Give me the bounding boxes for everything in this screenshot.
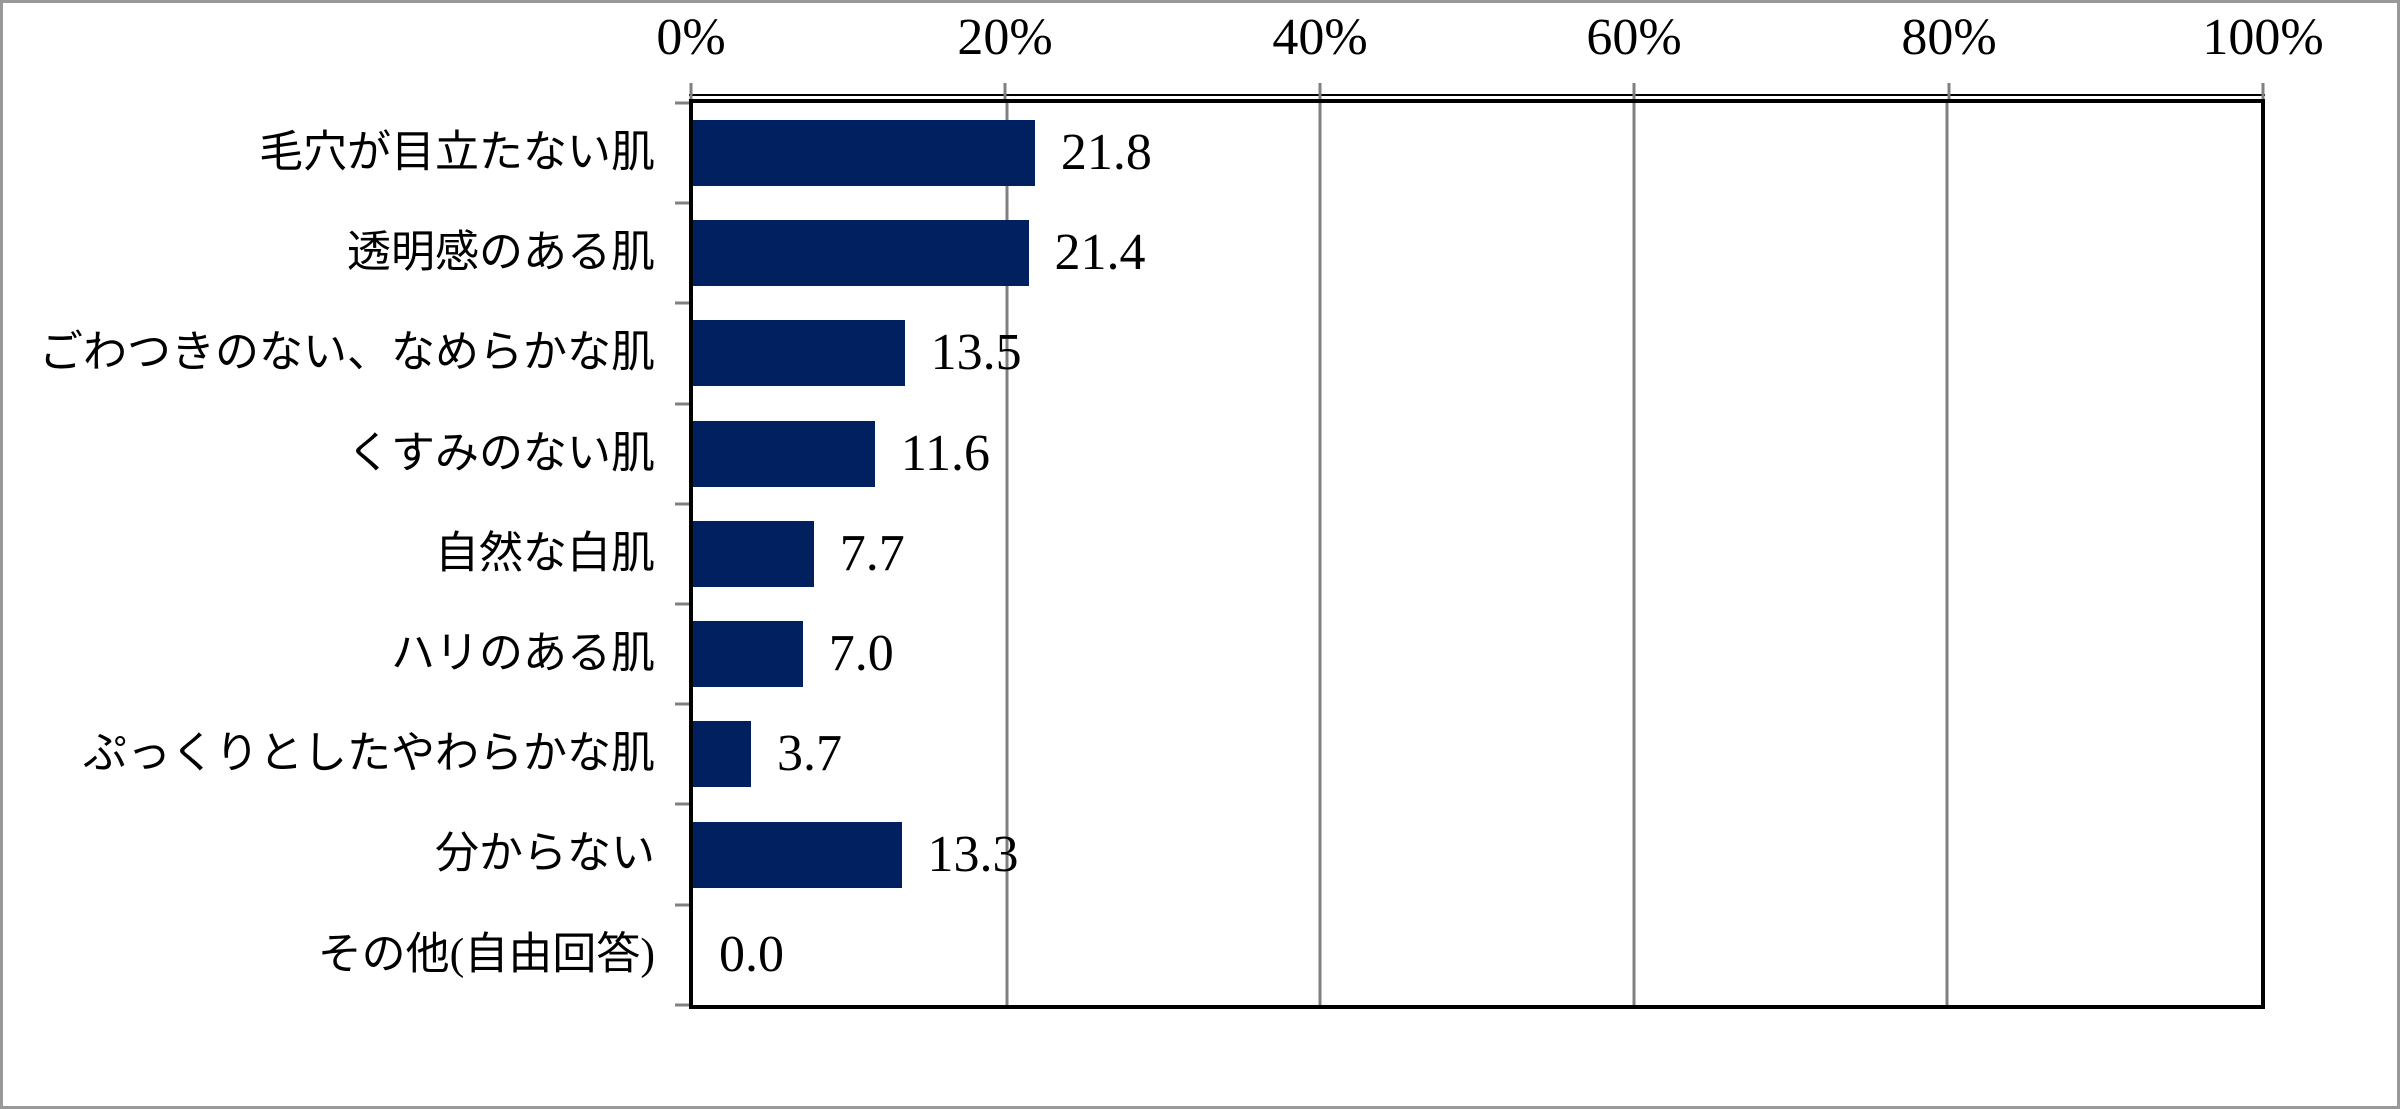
- value-label: 13.3: [927, 826, 1019, 883]
- y-axis-tick: [675, 602, 689, 606]
- bar-row: 21.8: [693, 103, 2261, 203]
- x-axis-tick: [1318, 83, 1322, 100]
- category-label: くすみのない肌: [347, 428, 655, 478]
- category-label: ハリのある肌: [391, 628, 655, 678]
- y-axis-tick: [675, 1003, 689, 1007]
- value-label: 7.0: [828, 625, 894, 682]
- gridline-80: [1945, 103, 1949, 1005]
- plot-inner: 21.8 21.4 13.5 11.6 7.7 7.0: [693, 103, 2261, 1005]
- bar-row: 11.6: [693, 404, 2261, 504]
- gridline-40: [1318, 103, 1322, 1005]
- y-axis-tick: [675, 101, 689, 105]
- value-label: 0.0: [719, 926, 784, 983]
- category-label: ごわつきのない、なめらかな肌: [39, 327, 655, 377]
- bar-row: 0.0: [693, 905, 2261, 1005]
- bar: [693, 320, 905, 386]
- bar: [693, 621, 803, 687]
- bar: [693, 521, 814, 587]
- x-axis-tick-label: 80%: [1901, 9, 1997, 66]
- x-axis-tick-label: 40%: [1272, 9, 1368, 66]
- value-label: 21.8: [1060, 124, 1152, 181]
- bar-row: 13.3: [693, 805, 2261, 905]
- x-axis-tick: [2261, 83, 2265, 100]
- y-axis-tick: [675, 802, 689, 806]
- bar: [693, 721, 752, 787]
- x-axis-tick-label: 100%: [2202, 9, 2324, 66]
- value-label: 13.5: [930, 324, 1022, 381]
- x-axis-tick-label: 0%: [656, 9, 726, 66]
- bar-row: 7.7: [693, 504, 2261, 604]
- category-label: 自然な白肌: [435, 528, 655, 578]
- value-label: 7.7: [839, 525, 905, 582]
- x-axis-tick: [689, 83, 693, 100]
- y-axis-tick: [675, 903, 689, 907]
- x-axis-tick-label: 60%: [1586, 9, 1682, 66]
- plot-area: 21.8 21.4 13.5 11.6 7.7 7.0: [689, 99, 2265, 1009]
- bar: [693, 421, 875, 487]
- bar-row: 7.0: [693, 604, 2261, 704]
- category-label: 透明感のある肌: [347, 227, 655, 277]
- bar-row: 21.4: [693, 203, 2261, 303]
- bar: [693, 822, 902, 888]
- x-axis-tick-label: 20%: [957, 9, 1053, 66]
- gridline-20: [1005, 103, 1009, 1005]
- y-axis-tick: [675, 702, 689, 706]
- x-axis-tick: [1632, 83, 1636, 100]
- y-axis-tick: [675, 201, 689, 205]
- category-label: 毛穴が目立たない肌: [259, 127, 655, 177]
- bar-row: 3.7: [693, 704, 2261, 804]
- category-label: その他(自由回答): [317, 929, 655, 979]
- category-label: ぷっくりとしたやわらかな肌: [83, 728, 655, 778]
- value-label: 11.6: [900, 425, 990, 482]
- y-axis-tick: [675, 402, 689, 406]
- value-axis-line: [689, 94, 2265, 96]
- y-axis-tick: [675, 301, 689, 305]
- bar-row: 13.5: [693, 303, 2261, 403]
- category-label: 分からない: [435, 828, 655, 878]
- bar: [693, 220, 1029, 286]
- value-label: 21.4: [1054, 224, 1146, 281]
- y-axis-tick: [675, 502, 689, 506]
- gridline-60: [1632, 103, 1636, 1005]
- x-axis-tick: [1947, 83, 1951, 100]
- x-axis-tick: [1003, 83, 1007, 100]
- value-label: 3.7: [777, 725, 843, 782]
- bar: [693, 120, 1035, 186]
